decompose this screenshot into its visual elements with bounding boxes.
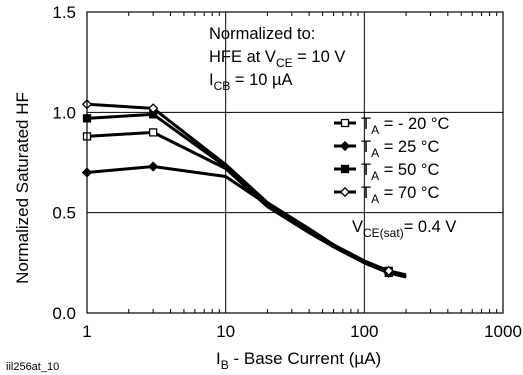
data-point-70 (383, 265, 394, 276)
series-line-70 (86, 102, 407, 277)
series-minus20 (82, 128, 407, 279)
data-point-25 (148, 161, 159, 172)
legend-marker-minus20 (340, 118, 350, 128)
legend-marker-50 (340, 164, 350, 174)
figure-id-label: iil256at_10 (6, 361, 59, 373)
y-tick-label: 1.5 (52, 3, 76, 22)
annotation-vce-sat: VCE(sat)= 0.4 V (352, 218, 456, 240)
series-line-minus20 (86, 130, 407, 279)
legend-label-70: TA = 70 °C (361, 184, 439, 206)
series-70 (81, 99, 407, 277)
annotation-hfe: HFE at VCE = 10 V (209, 48, 345, 70)
data-point-70 (148, 103, 159, 114)
x-tick-label: 1000 (484, 322, 522, 341)
legend-label-50: TA = 50 °C (361, 161, 439, 183)
data-point-minus20 (149, 128, 158, 137)
legend-label-minus20: TA = - 20 °C (361, 115, 450, 137)
y-axis-label: Normalized Saturated HF (13, 92, 32, 284)
series-50 (82, 110, 407, 279)
y-tick-label: 1.0 (52, 103, 76, 122)
x-tick-label: 10 (216, 322, 235, 341)
plot-frame (86, 11, 504, 314)
y-tick-label: 0.0 (52, 304, 76, 323)
tick-labels: 0.0 0.5 1.0 1.5 1 10 100 1000 (52, 3, 522, 341)
x-tick-label: 1 (82, 322, 91, 341)
legend: TA = - 20 °CTA = 25 °CTA = 50 °CTA = 70 … (334, 115, 450, 206)
legend-label-25: TA = 25 °C (361, 138, 439, 160)
annotation-normalized-title: Normalized to: (209, 25, 315, 43)
series-layer (81, 99, 407, 279)
series-line-50 (86, 112, 407, 279)
legend-marker-25 (339, 140, 351, 152)
legend-marker-70 (339, 186, 351, 198)
x-tick-label: 100 (350, 322, 378, 341)
y-tick-label: 0.5 (52, 204, 76, 223)
annotation-icb: ICB = 10 µA (209, 71, 293, 93)
x-axis-label: IB - Base Current (µA) (216, 349, 381, 372)
